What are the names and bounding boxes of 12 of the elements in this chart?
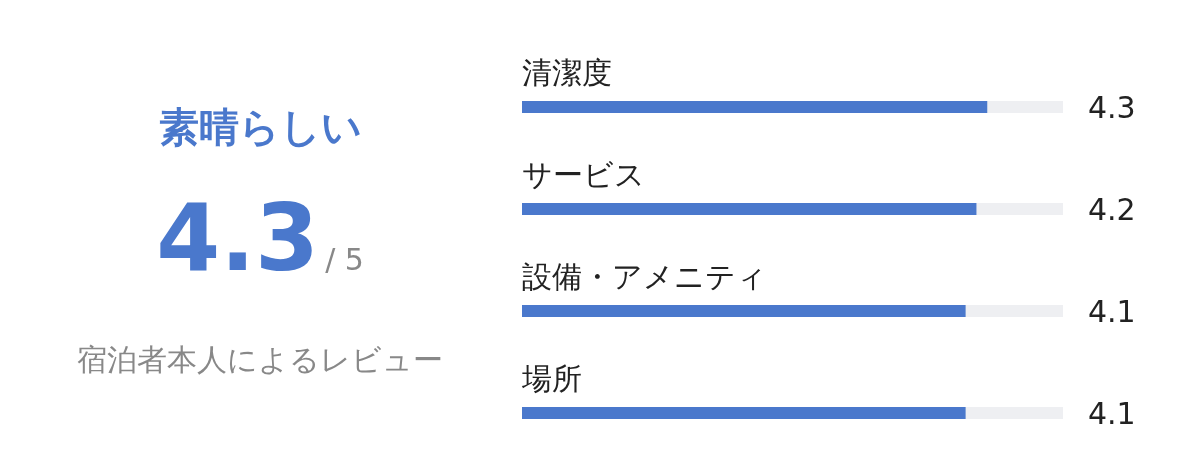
y-tick-label: 清潔度 <box>522 54 612 90</box>
data-label: 4.1 <box>1088 395 1136 431</box>
data-label: 4.2 <box>1088 191 1136 227</box>
data-label: 4.1 <box>1088 293 1136 329</box>
text: 宿泊者本人によるレビュー <box>76 341 444 379</box>
text: / 5 <box>325 242 364 277</box>
y-tick-label: 場所 <box>521 360 582 396</box>
text: 4.3 <box>156 185 320 292</box>
y-tick-label: サービス <box>522 156 645 192</box>
data-label: 4.3 <box>1088 89 1136 125</box>
y-tick-label: 設備・アメニティ <box>522 258 767 294</box>
text: 素晴らしい <box>157 103 363 152</box>
